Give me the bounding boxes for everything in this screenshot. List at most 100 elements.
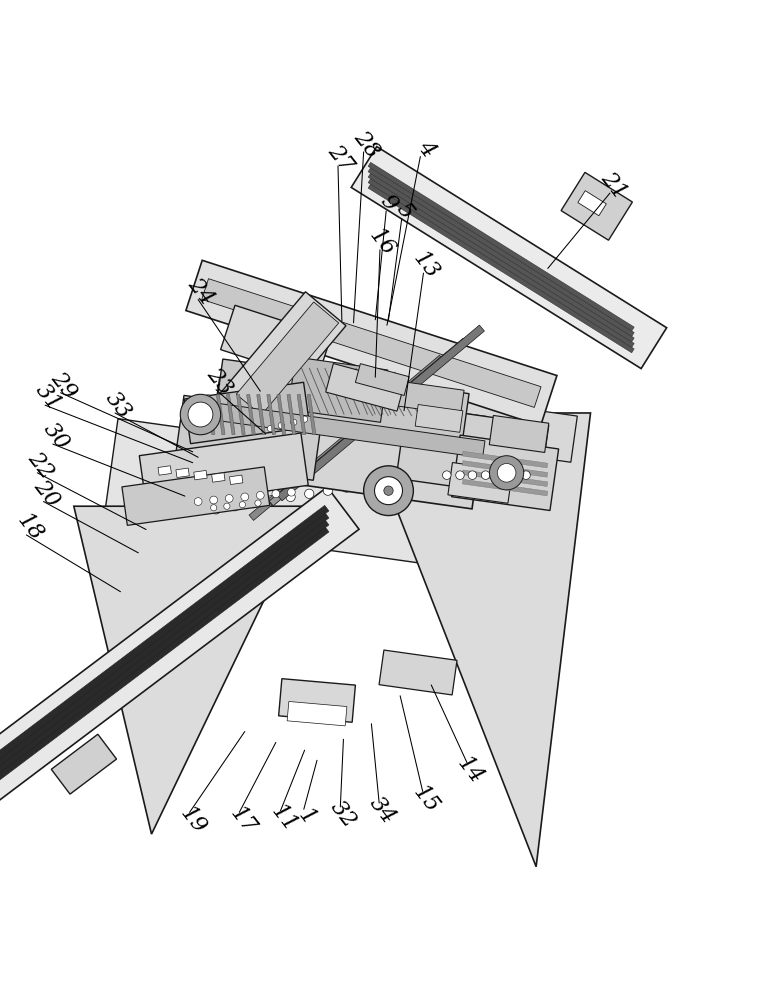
Polygon shape	[277, 325, 484, 501]
Polygon shape	[287, 357, 446, 491]
Text: 29: 29	[47, 367, 81, 403]
Circle shape	[255, 500, 261, 506]
Polygon shape	[288, 357, 388, 422]
Circle shape	[375, 477, 402, 505]
Polygon shape	[246, 394, 256, 435]
Circle shape	[225, 495, 233, 502]
Text: 17: 17	[225, 802, 260, 838]
Polygon shape	[202, 279, 541, 407]
Polygon shape	[0, 526, 329, 784]
Circle shape	[455, 471, 464, 479]
Polygon shape	[0, 519, 329, 777]
Polygon shape	[206, 394, 215, 435]
Polygon shape	[256, 394, 266, 435]
Polygon shape	[267, 394, 276, 435]
Circle shape	[379, 477, 388, 486]
Circle shape	[481, 471, 490, 479]
Polygon shape	[279, 679, 355, 722]
Circle shape	[211, 505, 217, 511]
Circle shape	[267, 495, 277, 505]
Polygon shape	[368, 173, 634, 342]
Polygon shape	[287, 394, 296, 435]
Polygon shape	[193, 470, 207, 480]
Circle shape	[211, 505, 221, 514]
Circle shape	[272, 490, 280, 498]
Polygon shape	[122, 467, 270, 525]
Text: 28: 28	[350, 126, 384, 162]
Polygon shape	[490, 415, 549, 452]
Text: 21: 21	[597, 167, 631, 203]
Circle shape	[494, 471, 503, 479]
Polygon shape	[51, 734, 117, 794]
Polygon shape	[287, 701, 347, 726]
Polygon shape	[278, 338, 468, 499]
Polygon shape	[158, 466, 172, 475]
Polygon shape	[462, 479, 548, 496]
Circle shape	[398, 474, 407, 483]
Polygon shape	[462, 451, 548, 468]
Circle shape	[364, 466, 413, 516]
Polygon shape	[176, 468, 190, 478]
Polygon shape	[186, 399, 485, 458]
Circle shape	[188, 402, 213, 427]
Circle shape	[442, 471, 451, 479]
Polygon shape	[368, 162, 634, 331]
Circle shape	[287, 488, 295, 496]
Text: 13: 13	[409, 247, 443, 283]
Text: 27: 27	[323, 140, 357, 176]
Text: 19: 19	[176, 802, 210, 838]
Circle shape	[468, 471, 477, 479]
Text: 22: 22	[23, 447, 57, 483]
Text: 31: 31	[31, 380, 65, 415]
Polygon shape	[104, 419, 564, 581]
Text: 5: 5	[392, 199, 418, 223]
Polygon shape	[355, 364, 409, 395]
Circle shape	[497, 463, 516, 482]
Polygon shape	[196, 394, 205, 435]
Polygon shape	[236, 394, 246, 435]
Polygon shape	[368, 168, 634, 336]
Polygon shape	[214, 359, 469, 451]
Text: 32: 32	[326, 797, 361, 833]
Polygon shape	[74, 506, 309, 834]
Circle shape	[267, 425, 274, 432]
Polygon shape	[270, 351, 451, 506]
Polygon shape	[0, 512, 329, 770]
Circle shape	[490, 456, 524, 490]
Text: 33: 33	[101, 387, 135, 423]
Circle shape	[361, 480, 370, 489]
Text: 24: 24	[183, 274, 218, 310]
Polygon shape	[221, 305, 331, 381]
Text: 1: 1	[294, 805, 320, 829]
Circle shape	[210, 496, 218, 504]
Circle shape	[286, 492, 295, 502]
Polygon shape	[277, 394, 286, 435]
Polygon shape	[249, 355, 444, 520]
Polygon shape	[326, 364, 405, 411]
Circle shape	[239, 502, 246, 508]
Polygon shape	[217, 292, 346, 432]
Polygon shape	[211, 473, 225, 482]
Circle shape	[256, 491, 264, 499]
Circle shape	[224, 503, 230, 509]
Polygon shape	[396, 405, 549, 498]
Text: 9: 9	[375, 191, 402, 216]
Text: 34: 34	[365, 793, 399, 829]
Polygon shape	[226, 394, 235, 435]
Polygon shape	[368, 184, 634, 353]
Polygon shape	[229, 475, 243, 485]
Polygon shape	[139, 433, 308, 508]
Text: 18: 18	[12, 509, 47, 545]
Polygon shape	[578, 191, 606, 216]
Polygon shape	[368, 179, 634, 347]
Circle shape	[230, 502, 239, 511]
Polygon shape	[388, 380, 464, 415]
Circle shape	[384, 486, 393, 495]
Text: 15: 15	[409, 781, 443, 817]
Circle shape	[509, 471, 517, 479]
Polygon shape	[351, 147, 667, 369]
Circle shape	[194, 498, 202, 505]
Polygon shape	[216, 394, 225, 435]
Text: 30: 30	[39, 418, 73, 454]
Polygon shape	[462, 461, 548, 477]
